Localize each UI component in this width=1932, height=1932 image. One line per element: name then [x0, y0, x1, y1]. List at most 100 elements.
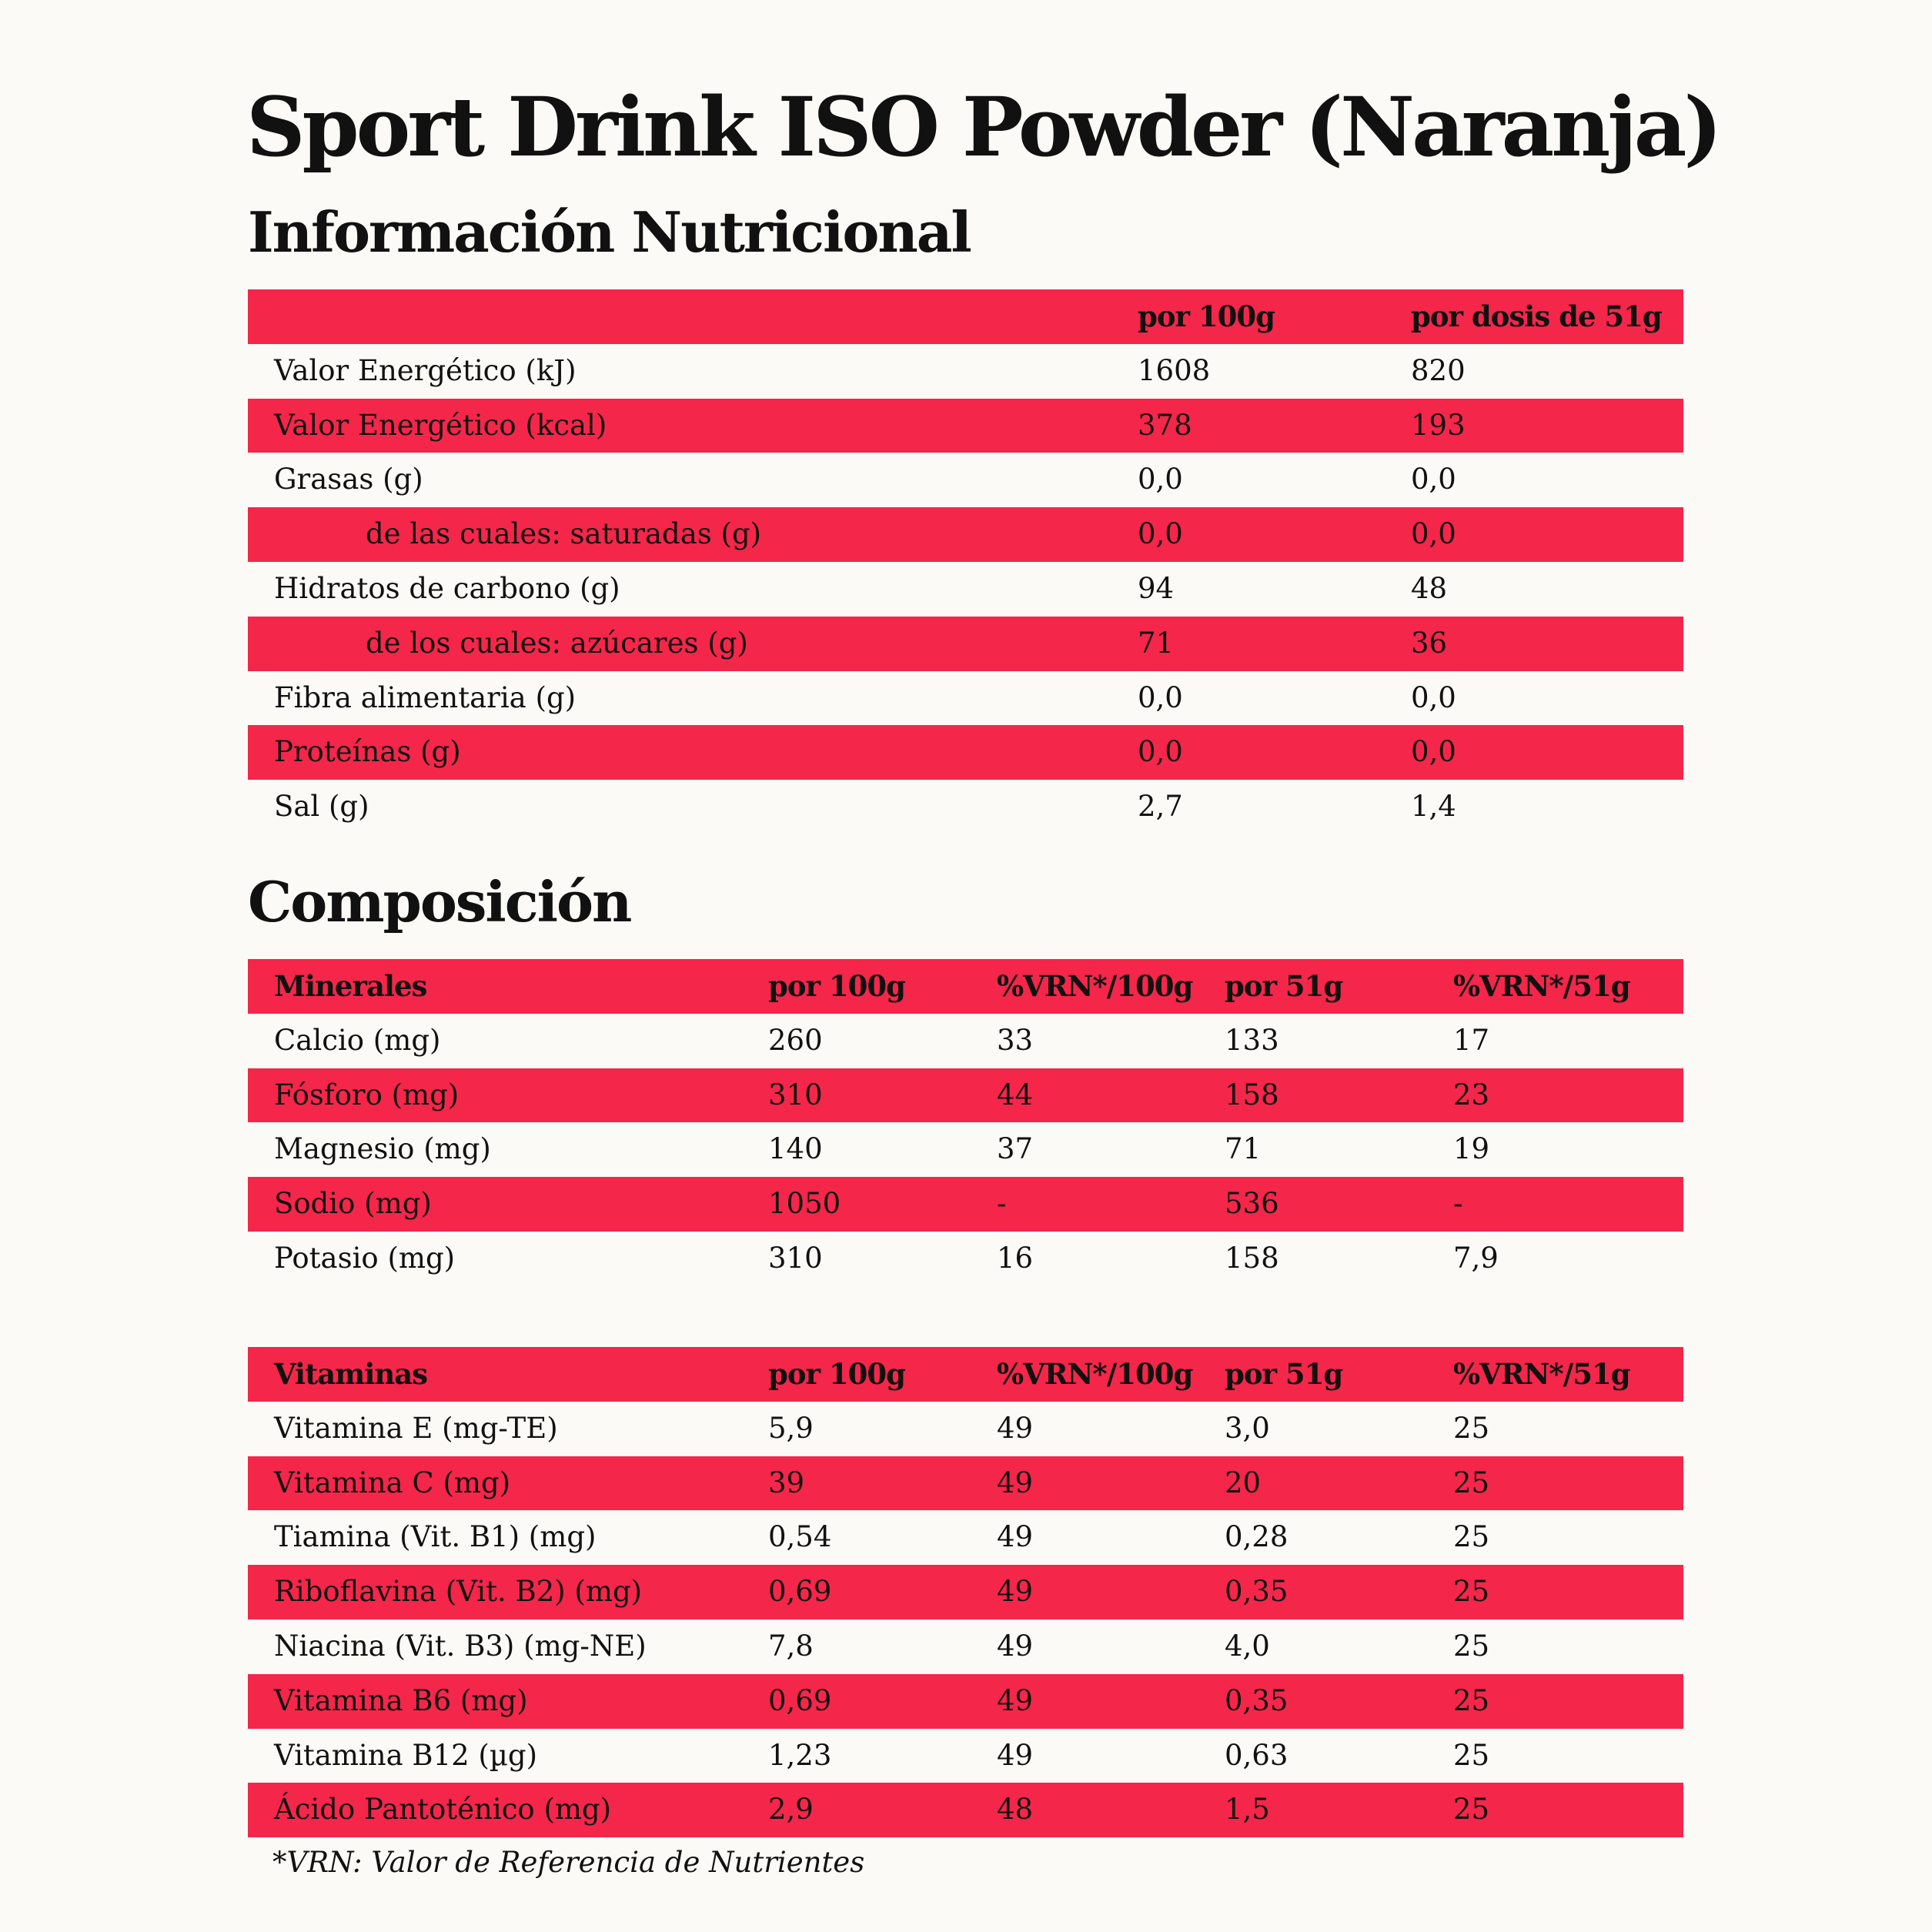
row-label: Valor Energético (kJ) [274, 353, 577, 387]
vrn-100-value: 44 [997, 1078, 1034, 1111]
per100-value: 260 [768, 1023, 823, 1057]
per51-value: 0,28 [1225, 1520, 1289, 1554]
per51-value: 0,35 [1225, 1575, 1289, 1609]
per-dose-value: 1,4 [1411, 790, 1456, 824]
vitamins-header-row: Vitaminas por 100g %VRN*/100g por 51g %V… [248, 1347, 1683, 1402]
table-row: Fibra alimentaria (g) 0,0 0,0 [248, 671, 1683, 726]
per-dose-value: 0,0 [1411, 463, 1456, 496]
minerals-header-label: Minerales [274, 969, 427, 1003]
row-label: Vitamina C (mg) [274, 1466, 511, 1499]
row-label: de las cuales: saturadas (g) [366, 517, 762, 551]
row-label: Valor Energético (kcal) [274, 408, 607, 442]
nutrition-table: por 100g por dosis de 51g Valor Energéti… [248, 289, 1683, 834]
row-label: de los cuales: azúcares (g) [366, 626, 748, 660]
per100-value: 5,9 [768, 1411, 814, 1445]
row-label: Niacina (Vit. B3) (mg-NE) [274, 1629, 647, 1663]
per100-value: 94 [1138, 571, 1175, 605]
per100-value: 1,23 [768, 1738, 832, 1772]
vrn-100-value: 49 [997, 1411, 1034, 1445]
per51-value: 536 [1225, 1187, 1279, 1221]
vrn-100-value: 49 [997, 1738, 1034, 1772]
header-per100: por 100g [768, 969, 906, 1003]
vitamins-header-label: Vitaminas [274, 1357, 428, 1391]
per-dose-value: 48 [1411, 571, 1448, 605]
vrn-51-value: 25 [1453, 1575, 1490, 1609]
table-row: Fósforo (mg) 310 44 158 23 [248, 1068, 1683, 1123]
per51-value: 20 [1225, 1466, 1262, 1499]
per100-value: 0,0 [1138, 680, 1183, 714]
per-dose-value: 820 [1411, 353, 1466, 387]
row-label: Proteínas (g) [274, 735, 461, 769]
table-row: Sal (g) 2,7 1,4 [248, 780, 1683, 834]
vrn-100-value: 37 [997, 1132, 1034, 1166]
minerals-header-row: Minerales por 100g %VRN*/100g por 51g %V… [248, 959, 1683, 1014]
header-per100: por 100g [768, 1357, 906, 1391]
table-row: Riboflavina (Vit. B2) (mg) 0,69 49 0,35 … [248, 1565, 1683, 1619]
table-row: Niacina (Vit. B3) (mg-NE) 7,8 49 4,0 25 [248, 1619, 1683, 1674]
header-vrn-51: %VRN*/51g [1453, 1357, 1631, 1391]
per-dose-value: 193 [1411, 408, 1466, 442]
vrn-100-value: 49 [997, 1683, 1034, 1717]
per100-value: 39 [768, 1466, 805, 1499]
row-label: Sodio (mg) [274, 1187, 432, 1221]
table-row: Magnesio (mg) 140 37 71 19 [248, 1122, 1683, 1177]
per-dose-value: 0,0 [1411, 517, 1456, 551]
per100-value: 71 [1138, 626, 1175, 660]
row-label: Fósforo (mg) [274, 1078, 460, 1111]
row-label: Calcio (mg) [274, 1023, 441, 1057]
composition-heading: Composición [248, 869, 632, 934]
minerals-table: Minerales por 100g %VRN*/100g por 51g %V… [248, 959, 1683, 1286]
vrn-51-value: 19 [1453, 1132, 1490, 1166]
per100-value: 2,9 [768, 1793, 814, 1827]
per51-value: 0,35 [1225, 1683, 1289, 1717]
vrn-100-value: 49 [997, 1629, 1034, 1663]
per51-value: 0,63 [1225, 1738, 1289, 1772]
vrn-51-value: 25 [1453, 1466, 1490, 1499]
vrn-100-value: 48 [997, 1793, 1034, 1827]
row-label: Fibra alimentaria (g) [274, 680, 577, 714]
table-row: de los cuales: azúcares (g) 71 36 [248, 616, 1683, 671]
row-label: Ácido Pantoténico (mg) [274, 1793, 612, 1827]
row-label: Potasio (mg) [274, 1241, 456, 1275]
table-row: Vitamina B6 (mg) 0,69 49 0,35 25 [248, 1673, 1683, 1729]
nutrition-heading: Información Nutricional [248, 199, 972, 265]
vrn-51-value: 17 [1453, 1023, 1490, 1057]
vrn-51-value: 25 [1453, 1738, 1490, 1772]
per51-value: 133 [1225, 1023, 1279, 1057]
row-label: Vitamina B6 (mg) [274, 1683, 528, 1717]
per100-value: 1050 [768, 1187, 841, 1221]
row-label: Hidratos de carbono (g) [274, 571, 620, 605]
table-row: de las cuales: saturadas (g) 0,0 0,0 [248, 507, 1683, 562]
vrn-footnote: *VRN: Valor de Referencia de Nutrientes [272, 1846, 865, 1879]
vrn-100-value: 49 [997, 1466, 1034, 1499]
vrn-100-value: 49 [997, 1575, 1034, 1609]
nutrition-header-per-dose: por dosis de 51g [1411, 299, 1663, 333]
vrn-100-value: 33 [997, 1023, 1034, 1057]
per100-value: 0,0 [1138, 517, 1183, 551]
vrn-51-value: 25 [1453, 1683, 1490, 1717]
per51-value: 3,0 [1225, 1411, 1270, 1445]
per100-value: 140 [768, 1132, 823, 1166]
page-title: Sport Drink ISO Powder (Naranja) [246, 79, 1723, 175]
table-row: Calcio (mg) 260 33 133 17 [248, 1014, 1683, 1068]
per100-value: 0,0 [1138, 463, 1183, 496]
per100-value: 0,69 [768, 1683, 832, 1717]
row-label: Grasas (g) [274, 463, 423, 496]
row-label: Vitamina E (mg-TE) [274, 1411, 558, 1445]
per-dose-value: 0,0 [1411, 735, 1456, 769]
per51-value: 71 [1225, 1132, 1262, 1166]
row-label: Vitamina B12 (µg) [274, 1738, 538, 1772]
per-dose-value: 36 [1411, 626, 1448, 660]
vrn-51-value: 25 [1453, 1520, 1490, 1554]
vrn-51-value: - [1453, 1187, 1463, 1221]
header-vrn-100: %VRN*/100g [997, 1357, 1193, 1391]
table-row: Grasas (g) 0,0 0,0 [248, 453, 1683, 507]
nutrition-header-per100: por 100g [1138, 299, 1275, 333]
header-per51: por 51g [1225, 1357, 1343, 1391]
vrn-51-value: 7,9 [1453, 1241, 1499, 1275]
per100-value: 310 [768, 1241, 823, 1275]
table-row: Valor Energético (kcal) 378 193 [248, 398, 1683, 453]
per51-value: 158 [1225, 1078, 1279, 1111]
table-row: Potasio (mg) 310 16 158 7,9 [248, 1232, 1683, 1286]
